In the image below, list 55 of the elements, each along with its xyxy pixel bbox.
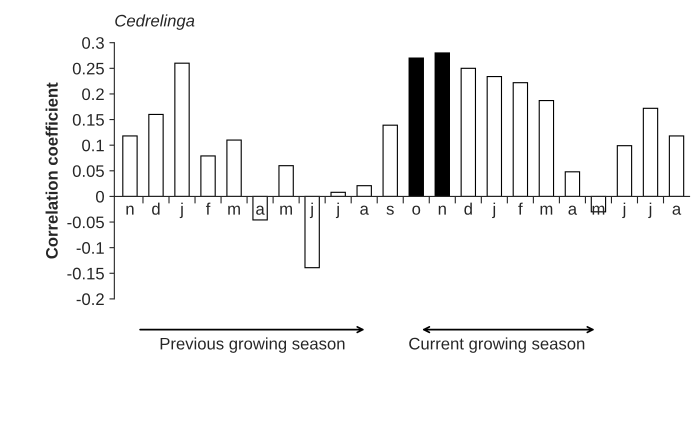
x-tick-label: f	[518, 202, 523, 215]
x-tick-label: f	[206, 202, 210, 215]
x-tick-label: n	[438, 206, 446, 215]
bar	[512, 82, 528, 197]
bar	[356, 185, 372, 197]
x-tick-label: m	[280, 206, 292, 215]
text: Current growing season	[409, 337, 584, 353]
y-tick-label: -0.15	[67, 268, 104, 280]
x-tick-label: j	[336, 202, 339, 218]
y-tick-label: 0.15	[72, 114, 104, 126]
x-tick-label: a	[360, 206, 369, 215]
bar	[460, 68, 476, 197]
bar	[174, 62, 190, 197]
bar	[434, 52, 450, 197]
bar	[278, 165, 294, 197]
bar	[382, 124, 398, 197]
y-tick-label: 0.3	[82, 37, 104, 49]
x-tick-label: m	[228, 206, 240, 215]
y-axis-title: Correlation coefficient	[46, 82, 58, 259]
bar	[538, 100, 554, 197]
bar	[616, 145, 632, 197]
bar	[226, 140, 242, 197]
text: Previous growing season	[160, 337, 344, 353]
bar	[148, 114, 164, 197]
x-tick-label: j	[622, 202, 626, 218]
y-tick-label: 0	[96, 190, 104, 203]
y-tick-label: 0.1	[82, 140, 104, 152]
bar	[304, 196, 320, 268]
x-tick-label: j	[492, 202, 496, 218]
x-tick-label: j	[180, 202, 183, 218]
x-tick-label: o	[412, 206, 420, 215]
y-tick-label: -0.1	[76, 242, 104, 254]
y-tick-label: 0.05	[72, 165, 104, 178]
bar	[564, 171, 580, 197]
x-tick-label: d	[464, 202, 472, 215]
bar	[668, 135, 684, 197]
bar	[200, 155, 216, 197]
y-tick-label: -0.05	[67, 216, 104, 228]
x-tick-label: j	[310, 202, 313, 218]
x-tick-label: s	[386, 206, 394, 215]
chart-title: Cedrelinga	[115, 14, 194, 30]
x-tick-label: a	[256, 206, 265, 215]
bar	[486, 76, 502, 197]
x-tick-label: m	[540, 206, 552, 215]
bar	[122, 135, 138, 197]
bar	[408, 58, 424, 197]
x-tick-label: n	[126, 206, 134, 215]
bar	[642, 108, 658, 197]
x-tick-label: a	[568, 206, 578, 215]
y-tick-label: -0.2	[76, 293, 104, 306]
y-tick-label: 0.25	[72, 62, 104, 75]
x-tick-label: a	[672, 206, 682, 215]
x-tick-label: d	[152, 202, 160, 215]
y-tick-label: 0.2	[82, 88, 104, 100]
x-tick-label: j	[648, 202, 652, 218]
